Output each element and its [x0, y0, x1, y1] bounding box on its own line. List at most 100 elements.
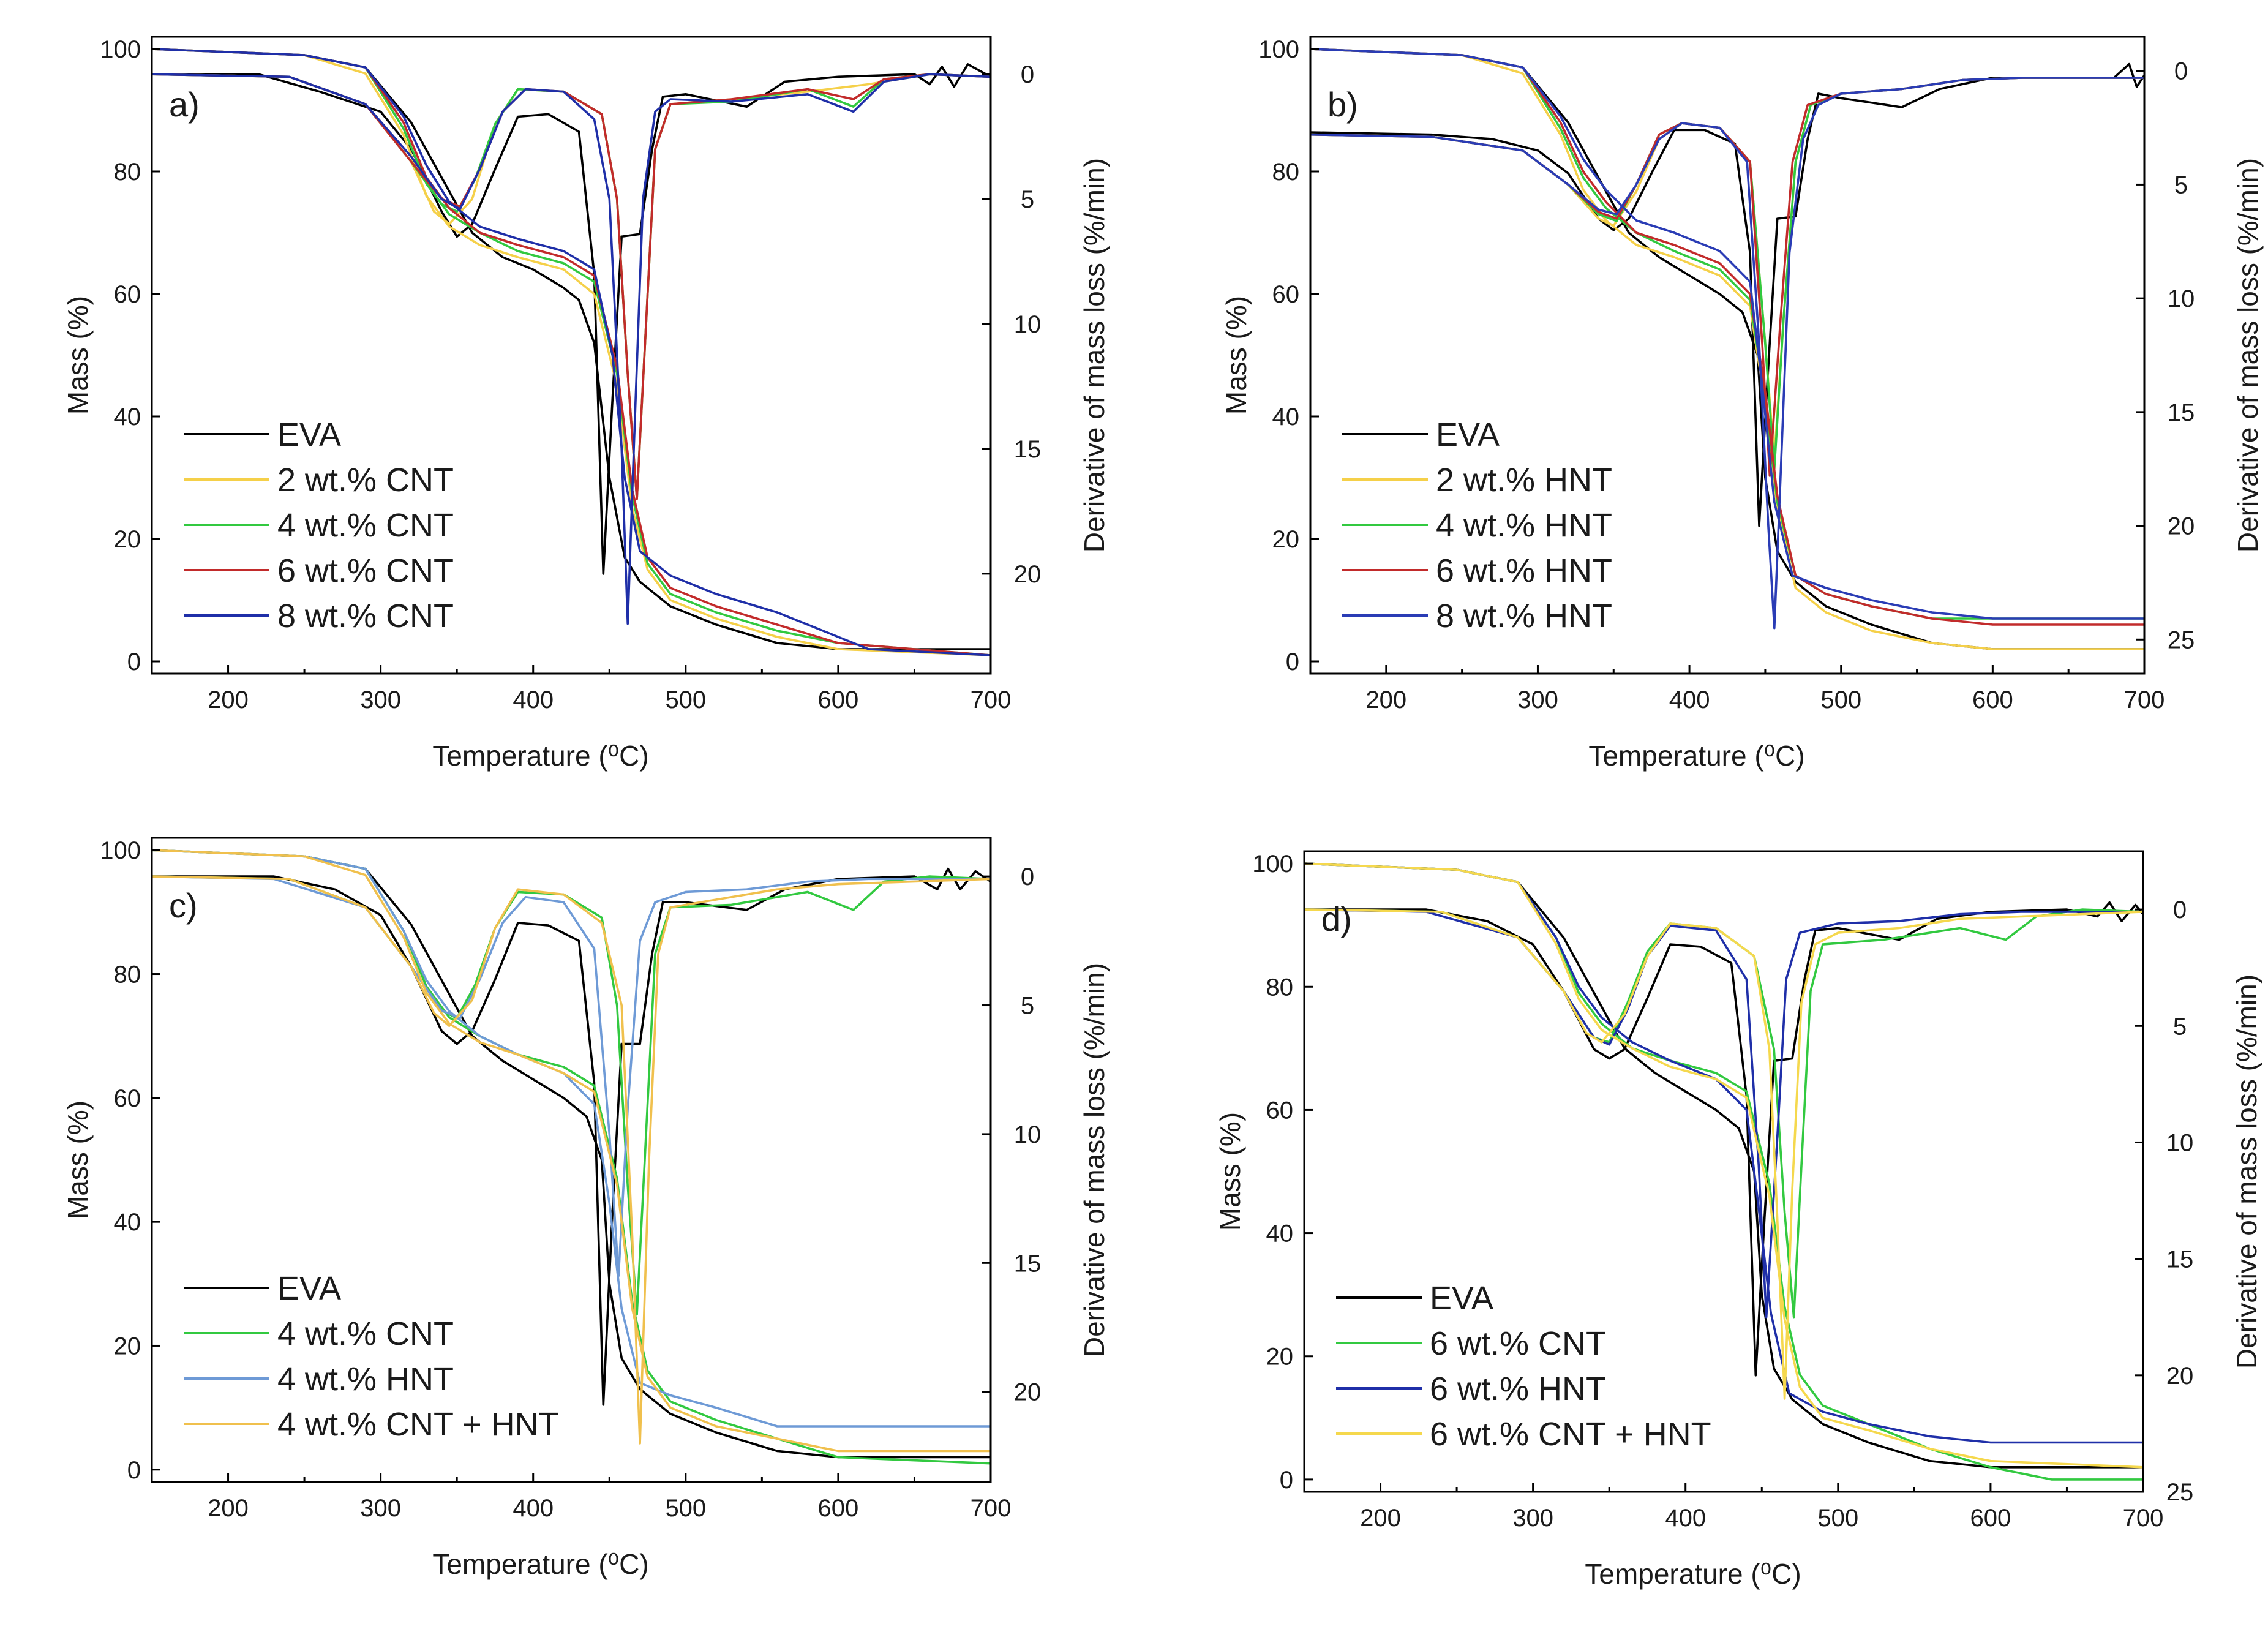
legend: EVA 2 wt.% CNT 4 wt.% CNT 6 wt.% CNT 8 wt.% …	[184, 416, 454, 634]
y-left-tick-label: 60	[1272, 281, 1300, 308]
y-left-tick-label: 20	[1266, 1344, 1294, 1371]
legend-label: EVA	[1436, 416, 1500, 453]
dtg-curve-4	[152, 875, 991, 1445]
y-right-tick-label: 20	[2168, 513, 2195, 540]
legend: EVA 2 wt.% HNT 4 wt.% HNT 6 wt.% HNT 8 wt.% …	[1342, 416, 1612, 634]
y-left-tick-label: 0	[127, 1457, 141, 1484]
x-tick-label: 200	[1365, 687, 1406, 713]
panel-label: c)	[169, 886, 198, 925]
x-axis-title: Temperature (⁰C)	[432, 1548, 648, 1580]
y-left-tick-label: 100	[100, 36, 141, 63]
x-tick-label: 600	[818, 687, 859, 713]
y-right-axis-title: Derivative of mass loss (%/min)	[1078, 158, 1110, 552]
chart-panel-d: 200 300 400 500 600 700 0 20 40 60 80 100 0 5 10 15 20 25…	[1214, 850, 2262, 1590]
dtg-curve-5	[152, 73, 991, 625]
y-left-tick-label: 20	[1272, 526, 1300, 553]
x-tick-label: 300	[1512, 1505, 1553, 1532]
x-tick-label: 500	[665, 687, 706, 713]
x-tick-label: 600	[1970, 1505, 2011, 1532]
legend-label: 2 wt.% CNT	[277, 462, 454, 498]
plot-frame	[151, 36, 992, 675]
legend-label: 2 wt.% HNT	[1436, 462, 1612, 498]
y-right-tick-label: 15	[1014, 1250, 1042, 1277]
y-left-tick-label: 60	[1266, 1097, 1294, 1124]
y-right-tick-label: 15	[2168, 399, 2195, 426]
x-tick-label: 700	[971, 687, 1012, 713]
x-tick-label: 700	[2124, 687, 2165, 713]
x-tick-label: 200	[1360, 1505, 1401, 1532]
plot-frame	[1303, 850, 2144, 1493]
y-right-tick-label: 0	[2173, 897, 2187, 924]
mass-curve-4	[1310, 48, 2144, 626]
x-tick-label: 300	[360, 687, 401, 713]
legend-label: EVA	[277, 1270, 341, 1307]
y-left-tick-label: 40	[1272, 404, 1300, 431]
x-tick-label: 400	[513, 687, 554, 713]
legend-label: EVA	[277, 416, 341, 453]
x-tick-label: 500	[1820, 687, 1861, 713]
panel-label: a)	[169, 85, 200, 124]
chart-panel-b: 200 300 400 500 600 700 0 20 40 60 80 100 0 5 10 15 20 25…	[1220, 36, 2264, 772]
y-right-tick-label: 15	[1014, 436, 1042, 463]
mass-curve-1	[152, 849, 991, 1459]
dtg-curve-2	[152, 875, 991, 1316]
y-left-tick-label: 0	[127, 649, 141, 675]
y-left-tick-label: 80	[114, 159, 141, 186]
mass-curve-3	[152, 48, 991, 656]
y-right-axis-title: Derivative of mass loss (%/min)	[2231, 974, 2262, 1369]
dtg-curve-5	[1310, 77, 2144, 630]
legend-label: 4 wt.% HNT	[277, 1361, 454, 1398]
y-left-tick-label: 100	[100, 837, 141, 864]
panel-label: d)	[1321, 900, 1352, 938]
legend: EVA 4 wt.% CNT 4 wt.% HNT 4 wt.% CNT + HNT	[184, 1270, 559, 1443]
plot-area	[152, 849, 991, 1465]
y-left-axis-title: Mass (%)	[1220, 296, 1252, 415]
mass-curve-3	[152, 849, 991, 1428]
plot-frame	[151, 837, 992, 1483]
y-right-tick-label: 5	[2174, 171, 2188, 198]
x-tick-label: 200	[208, 687, 249, 713]
chart-panel-c: 200 300 400 500 600 700 0 20 40 60 80 100 0 5 10 15 20 Te…	[62, 837, 1110, 1580]
x-tick-label: 600	[1972, 687, 2013, 713]
mass-curve-2	[152, 48, 991, 656]
y-right-tick-label: 0	[1021, 61, 1034, 88]
mass-curve-2	[1310, 48, 2144, 650]
mass-curve-1	[152, 48, 991, 650]
x-tick-label: 400	[513, 1495, 554, 1522]
y-left-tick-label: 0	[1280, 1467, 1293, 1494]
legend-label: EVA	[1430, 1280, 1493, 1317]
chart-panel-a: 200 300 400 500 600 700 0 20 40 60 80 100 0 5 10 15 20 Te…	[62, 36, 1110, 772]
legend-label: 4 wt.% CNT	[277, 1315, 454, 1352]
mass-curve-5	[152, 48, 991, 656]
y-right-tick-label: 10	[1014, 1121, 1042, 1148]
legend-label: 6 wt.% HNT	[1430, 1371, 1606, 1407]
y-right-tick-label: 20	[2166, 1363, 2194, 1390]
mass-curve-1	[1310, 48, 2144, 650]
legend-label: 6 wt.% CNT	[277, 552, 454, 589]
plot-area	[152, 48, 991, 656]
y-right-tick-label: 25	[2168, 626, 2195, 653]
y-right-tick-label: 0	[1021, 863, 1034, 890]
y-right-tick-label: 5	[1021, 993, 1034, 1020]
y-left-axis-title: Mass (%)	[62, 1100, 94, 1219]
x-tick-label: 600	[818, 1495, 859, 1522]
y-left-tick-label: 80	[1272, 159, 1300, 186]
dtg-curve-3	[1304, 908, 2143, 1319]
legend-label: 4 wt.% CNT	[277, 507, 454, 544]
y-right-tick-label: 5	[1021, 186, 1034, 213]
legend-label: 8 wt.% HNT	[1436, 598, 1612, 634]
y-left-tick-label: 60	[114, 281, 141, 308]
mass-curve-5	[1310, 48, 2144, 620]
y-left-tick-label: 20	[114, 1333, 141, 1360]
plot-area	[1304, 862, 2143, 1481]
x-axis-title: Temperature (⁰C)	[1588, 740, 1804, 772]
dtg-curve-4	[1304, 908, 2143, 1400]
y-right-tick-label: 15	[2166, 1246, 2194, 1273]
x-tick-label: 500	[1817, 1505, 1858, 1532]
mass-curve-4	[152, 849, 991, 1453]
y-left-tick-label: 100	[1252, 851, 1293, 878]
y-right-tick-label: 10	[2166, 1129, 2194, 1156]
mass-curve-4	[1304, 862, 2143, 1469]
plot-area	[1310, 48, 2144, 650]
